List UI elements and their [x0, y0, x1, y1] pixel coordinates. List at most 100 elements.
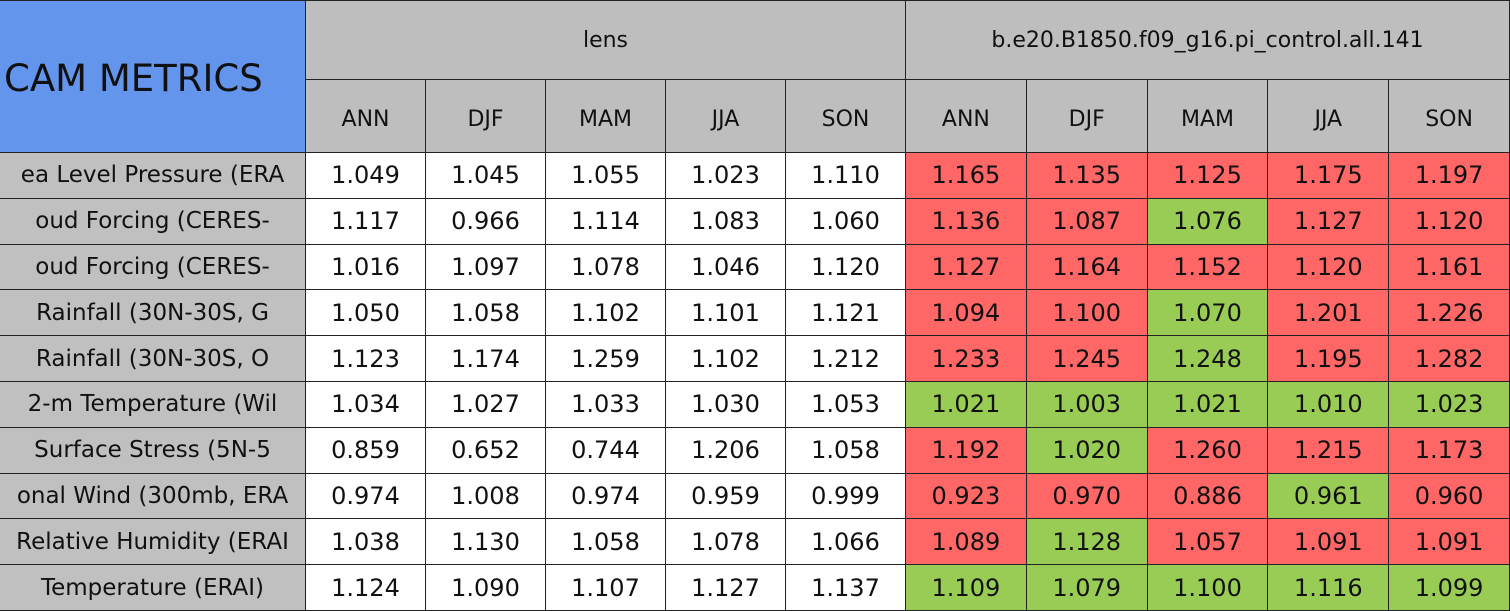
data-cell: 1.161 [1389, 244, 1510, 291]
data-cell: 1.102 [666, 336, 786, 382]
data-cell: 0.923 [906, 473, 1027, 520]
data-cell: 1.128 [1026, 519, 1148, 566]
data-cell: 1.023 [666, 153, 786, 199]
data-cell: 1.135 [1026, 153, 1148, 199]
data-cell: 1.245 [1026, 336, 1148, 382]
data-cell: 0.966 [426, 198, 546, 245]
data-cell: 0.970 [1026, 473, 1148, 520]
data-cell: 1.127 [906, 244, 1027, 291]
data-cell: 1.099 [1389, 565, 1510, 611]
data-cell: 1.212 [786, 336, 906, 382]
row-label: onal Wind (300mb, ERA [0, 473, 306, 520]
data-cell: 1.206 [666, 427, 786, 474]
row-label: oud Forcing (CERES- [0, 198, 306, 245]
data-cell: 1.124 [306, 565, 426, 611]
data-cell: 1.120 [1389, 198, 1510, 245]
data-cell: 1.100 [1026, 290, 1148, 337]
data-cell: 1.087 [1026, 198, 1148, 245]
data-cell: 1.021 [906, 382, 1027, 428]
data-cell: 1.034 [306, 382, 426, 428]
data-cell: 1.021 [1147, 382, 1269, 428]
row-label: 2-m Temperature (Wil [0, 382, 306, 428]
data-cell: 1.020 [1026, 427, 1148, 474]
data-cell: 1.121 [786, 290, 906, 337]
data-cell: 1.152 [1147, 244, 1269, 291]
data-cell: 1.101 [666, 290, 786, 337]
data-cell: 1.130 [426, 519, 546, 566]
row-label: Rainfall (30N-30S, G [0, 290, 306, 337]
data-cell: 1.100 [1147, 565, 1269, 611]
data-cell: 1.008 [426, 473, 546, 520]
data-cell: 1.027 [426, 382, 546, 428]
column-header: MAM [546, 80, 666, 153]
data-cell: 1.107 [546, 565, 666, 611]
data-cell: 1.089 [906, 519, 1027, 566]
data-cell: 1.038 [306, 519, 426, 566]
data-cell: 1.091 [1268, 519, 1390, 566]
data-cell: 1.173 [1389, 427, 1510, 474]
data-cell: 1.248 [1147, 336, 1269, 382]
data-cell: 1.050 [306, 290, 426, 337]
data-cell: 1.058 [426, 290, 546, 337]
row-label: Rainfall (30N-30S, O [0, 336, 306, 382]
data-cell: 1.197 [1389, 153, 1510, 199]
column-header: MAM [1147, 80, 1269, 153]
column-header: ANN [906, 80, 1027, 153]
row-label: Surface Stress (5N-5 [0, 427, 306, 474]
data-cell: 1.116 [1268, 565, 1390, 611]
data-cell: 1.123 [306, 336, 426, 382]
data-cell: 1.192 [906, 427, 1027, 474]
data-cell: 0.959 [666, 473, 786, 520]
column-header: JJA [666, 80, 786, 153]
data-cell: 1.078 [666, 519, 786, 566]
group-header: lens [306, 0, 906, 80]
data-cell: 1.175 [1268, 153, 1390, 199]
data-cell: 1.060 [786, 198, 906, 245]
data-cell: 1.233 [906, 336, 1027, 382]
column-header: SON [1389, 80, 1510, 153]
data-cell: 1.023 [1389, 382, 1510, 428]
data-cell: 1.016 [306, 244, 426, 291]
data-cell: 0.974 [306, 473, 426, 520]
data-cell: 1.094 [906, 290, 1027, 337]
data-cell: 1.010 [1268, 382, 1390, 428]
data-cell: 1.058 [786, 427, 906, 474]
data-cell: 1.070 [1147, 290, 1269, 337]
data-cell: 1.091 [1389, 519, 1510, 566]
data-cell: 1.125 [1147, 153, 1269, 199]
data-cell: 1.120 [786, 244, 906, 291]
row-label: oud Forcing (CERES- [0, 244, 306, 291]
data-cell: 0.859 [306, 427, 426, 474]
data-cell: 1.078 [546, 244, 666, 291]
data-cell: 0.886 [1147, 473, 1269, 520]
row-label: Relative Humidity (ERAI [0, 519, 306, 566]
data-cell: 1.058 [546, 519, 666, 566]
data-cell: 1.045 [426, 153, 546, 199]
data-cell: 1.114 [546, 198, 666, 245]
data-cell: 1.053 [786, 382, 906, 428]
data-cell: 0.961 [1268, 473, 1390, 520]
data-cell: 1.003 [1026, 382, 1148, 428]
data-cell: 1.201 [1268, 290, 1390, 337]
data-cell: 1.136 [906, 198, 1027, 245]
data-cell: 1.282 [1389, 336, 1510, 382]
column-header: SON [786, 80, 906, 153]
row-label: Temperature (ERAI) [0, 565, 306, 611]
data-cell: 1.120 [1268, 244, 1390, 291]
data-cell: 1.110 [786, 153, 906, 199]
data-cell: 1.260 [1147, 427, 1269, 474]
column-header: DJF [426, 80, 546, 153]
data-cell: 1.215 [1268, 427, 1390, 474]
data-cell: 0.744 [546, 427, 666, 474]
data-cell: 1.066 [786, 519, 906, 566]
data-cell: 1.174 [426, 336, 546, 382]
data-cell: 0.999 [786, 473, 906, 520]
data-cell: 1.083 [666, 198, 786, 245]
data-cell: 1.226 [1389, 290, 1510, 337]
data-cell: 1.109 [906, 565, 1027, 611]
data-cell: 1.127 [666, 565, 786, 611]
data-cell: 1.097 [426, 244, 546, 291]
data-cell: 1.195 [1268, 336, 1390, 382]
data-cell: 1.076 [1147, 198, 1269, 245]
data-cell: 1.137 [786, 565, 906, 611]
